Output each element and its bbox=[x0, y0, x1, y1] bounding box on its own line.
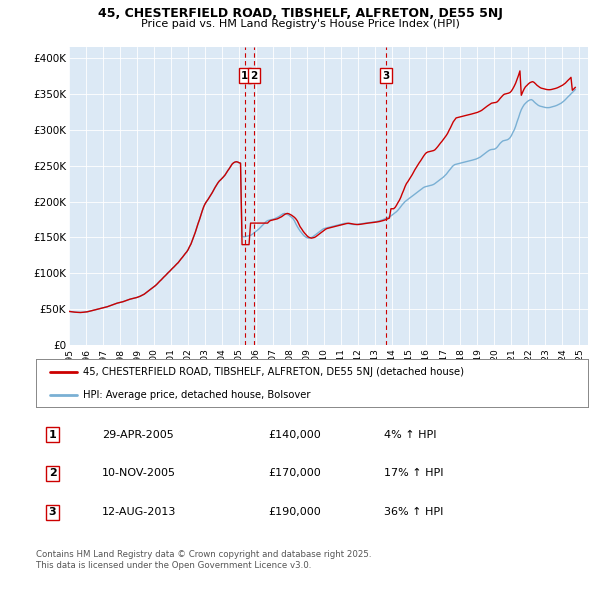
Text: £140,000: £140,000 bbox=[268, 430, 320, 440]
Text: £190,000: £190,000 bbox=[268, 507, 320, 517]
Text: 3: 3 bbox=[382, 71, 389, 80]
Text: 1: 1 bbox=[241, 71, 248, 80]
Text: 1: 1 bbox=[49, 430, 56, 440]
Text: 2: 2 bbox=[49, 468, 56, 478]
Text: 10-NOV-2005: 10-NOV-2005 bbox=[102, 468, 176, 478]
Text: HPI: Average price, detached house, Bolsover: HPI: Average price, detached house, Bols… bbox=[83, 390, 310, 400]
Text: 17% ↑ HPI: 17% ↑ HPI bbox=[384, 468, 443, 478]
Text: 4% ↑ HPI: 4% ↑ HPI bbox=[384, 430, 436, 440]
Text: 45, CHESTERFIELD ROAD, TIBSHELF, ALFRETON, DE55 5NJ: 45, CHESTERFIELD ROAD, TIBSHELF, ALFRETO… bbox=[98, 7, 502, 20]
Text: 36% ↑ HPI: 36% ↑ HPI bbox=[384, 507, 443, 517]
Text: Contains HM Land Registry data © Crown copyright and database right 2025.: Contains HM Land Registry data © Crown c… bbox=[36, 550, 371, 559]
Text: 29-APR-2005: 29-APR-2005 bbox=[102, 430, 174, 440]
Text: £170,000: £170,000 bbox=[268, 468, 320, 478]
Text: 12-AUG-2013: 12-AUG-2013 bbox=[102, 507, 176, 517]
Text: This data is licensed under the Open Government Licence v3.0.: This data is licensed under the Open Gov… bbox=[36, 560, 311, 569]
Text: 2: 2 bbox=[250, 71, 257, 80]
Text: 45, CHESTERFIELD ROAD, TIBSHELF, ALFRETON, DE55 5NJ (detached house): 45, CHESTERFIELD ROAD, TIBSHELF, ALFRETO… bbox=[83, 367, 464, 377]
Text: 3: 3 bbox=[49, 507, 56, 517]
Text: Price paid vs. HM Land Registry's House Price Index (HPI): Price paid vs. HM Land Registry's House … bbox=[140, 19, 460, 29]
